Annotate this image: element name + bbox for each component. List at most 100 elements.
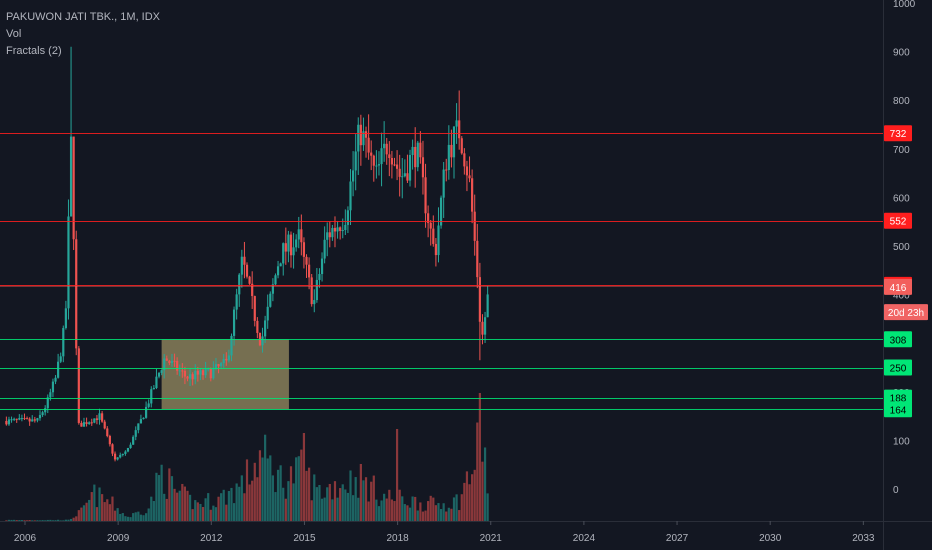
volume-bar (305, 470, 308, 521)
level-tag-164-label: 164 (890, 405, 907, 416)
candle-body (54, 377, 57, 382)
volume-bar (101, 494, 104, 521)
volume-bar (364, 477, 368, 521)
candle-body (483, 317, 487, 335)
volume-bar (227, 490, 230, 521)
candle-body (478, 277, 481, 322)
volume-bar (10, 519, 13, 521)
volume-bar (393, 501, 396, 521)
volume-bar (253, 462, 256, 521)
candle-body (271, 284, 274, 294)
candle-body (333, 227, 337, 232)
volume-bar (240, 475, 243, 521)
candle-body (414, 146, 417, 168)
level-tag-308-label: 308 (890, 335, 907, 346)
candle-body (248, 276, 251, 284)
candle-body (320, 258, 324, 275)
price-tick-label: 900 (893, 48, 910, 59)
volume-bar (414, 496, 417, 521)
candle-body (201, 370, 205, 376)
volume-bar (232, 503, 236, 521)
time-tick-label: 2018 (386, 533, 409, 544)
volume-bar (28, 519, 31, 521)
symbol-title[interactable]: PAKUWON JATI TBK., 1M, IDX (6, 11, 161, 23)
volume-bar (320, 498, 324, 521)
candle-body (351, 170, 355, 182)
volume-bar (408, 507, 412, 521)
candle-body (339, 227, 342, 231)
fractals-indicator-label[interactable]: Fractals (2) (6, 45, 62, 57)
level-tag-308-bg (884, 331, 912, 348)
volume-bar (271, 475, 274, 521)
volume-bar (106, 499, 109, 521)
volume-indicator-label[interactable]: Vol (6, 28, 22, 40)
volume-bar (346, 492, 350, 521)
candle-body (108, 435, 111, 445)
time-tick-label: 2033 (852, 533, 875, 544)
volume-bar (297, 456, 300, 521)
time-tick-label: 2015 (293, 533, 316, 544)
volume-bar (354, 477, 357, 521)
volume-bar (113, 510, 117, 521)
volume-bar (98, 487, 101, 521)
volume-bar (357, 497, 360, 521)
candle-body (25, 418, 29, 420)
volume-bar (137, 511, 140, 521)
volume-bar (370, 481, 373, 521)
volume-bar (276, 469, 280, 521)
time-axis[interactable]: 2006 2009 2012 2015 2018 2021 2024 2027 2030 2033 (14, 521, 875, 544)
candle-body (315, 279, 318, 301)
volume-bar (15, 520, 18, 521)
volume-bar (339, 488, 342, 521)
volume-bar (380, 500, 383, 521)
candle-body (408, 154, 412, 181)
volume-bar (160, 464, 163, 521)
price-tick-label: 800 (893, 96, 910, 107)
volume-bar (59, 520, 62, 521)
volume-bar (248, 484, 251, 521)
volume-bar (476, 422, 479, 521)
candle-body (354, 151, 357, 171)
volume-bar (41, 520, 44, 521)
volume-bar (90, 492, 93, 521)
level-tag-552-label: 552 (890, 217, 907, 228)
volume-bar (349, 470, 352, 521)
volume-bar (328, 483, 331, 521)
candle-body (463, 153, 466, 167)
volume-bar (144, 513, 148, 521)
volume-bar (25, 520, 29, 521)
candle-body (383, 143, 386, 149)
volume-bar (67, 519, 70, 521)
candle-body (178, 370, 181, 372)
time-tick-label: 2006 (14, 533, 37, 544)
candle-body (15, 418, 18, 420)
volume-bar (471, 474, 474, 521)
candle-body (359, 124, 362, 146)
volume-bar (245, 459, 249, 521)
candle-body (64, 308, 67, 329)
candle-body (256, 320, 259, 333)
volume-bar (238, 486, 241, 521)
candle-body (186, 376, 189, 379)
candle-body (147, 403, 150, 407)
volume-bar (75, 516, 78, 521)
volume-bar (473, 469, 476, 521)
volume-bar (452, 497, 456, 521)
candle-body (69, 136, 73, 217)
candlesticks (5, 46, 489, 462)
candle-body (460, 138, 463, 154)
volume-bar (388, 489, 391, 521)
candle-body (23, 418, 26, 420)
volume-bar (36, 520, 39, 521)
time-tick-label: 2012 (200, 533, 223, 544)
volume-bar (465, 471, 469, 521)
candle-body (375, 165, 378, 167)
volume-bar (289, 466, 293, 521)
volume-bar (214, 507, 218, 521)
volume-bar (315, 487, 318, 521)
volume-bar (80, 507, 83, 521)
candle-body (481, 321, 484, 335)
candle-body (305, 256, 308, 265)
volume-bar (209, 509, 212, 521)
